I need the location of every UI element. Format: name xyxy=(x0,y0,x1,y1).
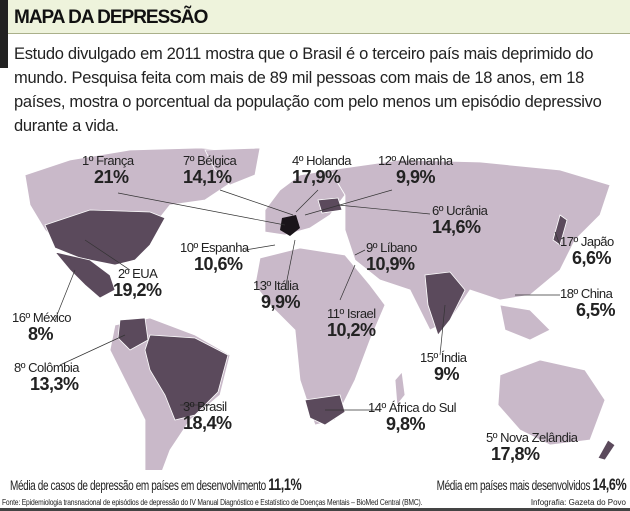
label-japan: 17º Japão 6,6% xyxy=(560,234,614,268)
bottom-rule xyxy=(0,508,630,511)
greenland xyxy=(204,147,261,186)
brazil-shape xyxy=(144,334,229,421)
intro-text: Estudo divulgado em 2011 mostra que o Br… xyxy=(14,45,602,135)
label-colombia: 8º Colômbia 13,3% xyxy=(14,360,80,394)
label-belgium: 7º Bélgica 14,1% xyxy=(183,153,237,187)
new-zealand-shape xyxy=(597,439,616,461)
usa-shape xyxy=(44,209,166,266)
australia xyxy=(497,359,606,446)
label-ukraine: 6º Ucrânia 14,6% xyxy=(432,203,488,237)
colombia-shape xyxy=(117,317,149,351)
label-new-zealand: 5º Nova Zelândia 17,8% xyxy=(486,430,578,464)
southeast-asia xyxy=(499,304,551,341)
label-china: 18º China 6,5% xyxy=(560,286,616,320)
label-south-africa: 14º África do Sul 9,8% xyxy=(368,400,457,434)
label-spain: 10º Espanha 10,6% xyxy=(180,240,249,274)
india-shape xyxy=(424,271,466,336)
label-usa: 2º EUA 19,2% xyxy=(113,266,162,300)
label-brazil: 3º Brasil 18,4% xyxy=(183,399,232,433)
label-lebanon: 9º Líbano 10,9% xyxy=(366,240,417,274)
accent-bar xyxy=(0,0,8,68)
africa xyxy=(254,247,386,426)
label-india: 15º Índia 9% xyxy=(420,350,467,384)
label-israel: 11º Israel 10,2% xyxy=(327,306,376,340)
madagascar xyxy=(394,371,406,407)
label-germany: 12º Alemanha 9,9% xyxy=(378,153,453,187)
developed-average: Média em países mais desenvolvidos 14,6% xyxy=(436,475,626,494)
header-bar xyxy=(0,0,630,34)
world-map xyxy=(24,147,616,470)
label-italy: 13º Itália 9,9% xyxy=(253,278,301,312)
france-shape xyxy=(280,215,300,236)
page-title: MAPA DA DEPRESSÃO xyxy=(14,7,208,28)
mexico-shape xyxy=(53,251,116,299)
leader-lines xyxy=(54,189,561,411)
developing-average: Média de casos de depressão em países em… xyxy=(10,475,302,494)
source-note: Fonte: Epidemiologia transnacional de ep… xyxy=(2,498,423,507)
credit-note: Infografia: Gazeta do Povo xyxy=(530,498,626,507)
label-mexico: 16º México 8% xyxy=(12,310,72,344)
asia xyxy=(329,159,611,331)
label-netherlands: 4º Holanda 17,9% xyxy=(292,153,352,187)
label-france: 1º França 21% xyxy=(82,153,134,187)
